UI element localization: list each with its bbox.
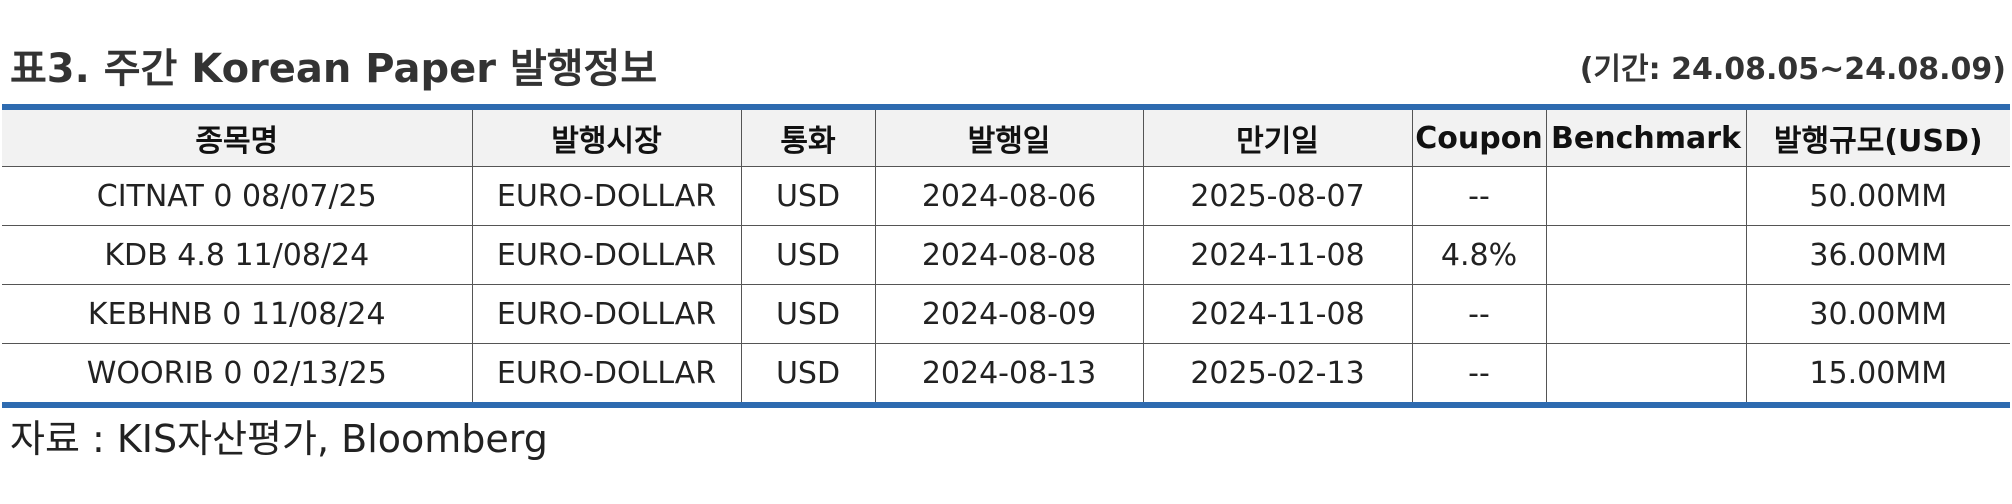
- cell-name: KEBHNB 0 11/08/24: [2, 284, 473, 344]
- cell-currency: USD: [740, 284, 876, 344]
- cell-coupon: 4.8%: [1411, 225, 1547, 285]
- cell-benchmark: [1545, 284, 1747, 344]
- cell-currency: USD: [740, 225, 876, 285]
- cell-issue-size: 36.00MM: [1745, 225, 2010, 285]
- column-header-coupon: Coupon: [1411, 107, 1547, 167]
- table-row: KDB 4.8 11/08/24 EURO-DOLLAR USD 2024-08…: [2, 225, 2010, 285]
- cell-coupon: --: [1411, 284, 1547, 344]
- cell-currency: USD: [740, 343, 876, 405]
- cell-market: EURO-DOLLAR: [471, 225, 742, 285]
- cell-maturity-date: 2025-02-13: [1142, 343, 1413, 405]
- table-row: CITNAT 0 08/07/25 EURO-DOLLAR USD 2024-0…: [2, 166, 2010, 226]
- cell-benchmark: [1545, 343, 1747, 405]
- table-header-row: 종목명 발행시장 통화 발행일 만기일 Coupon Benchmark 발행규…: [2, 107, 2010, 167]
- cell-name: WOORIB 0 02/13/25: [2, 343, 473, 405]
- korean-paper-table: 종목명 발행시장 통화 발행일 만기일 Coupon Benchmark 발행규…: [2, 104, 2010, 408]
- cell-maturity-date: 2024-11-08: [1142, 225, 1413, 285]
- column-header-market: 발행시장: [471, 107, 742, 167]
- column-header-name: 종목명: [2, 107, 473, 167]
- period-label: (기간: 24.08.05~24.08.09): [1579, 52, 2006, 87]
- cell-issue-date: 2024-08-09: [874, 284, 1144, 344]
- cell-issue-date: 2024-08-13: [874, 343, 1144, 405]
- cell-name: KDB 4.8 11/08/24: [2, 225, 473, 285]
- cell-issue-size: 50.00MM: [1745, 166, 2010, 226]
- table-row: KEBHNB 0 11/08/24 EURO-DOLLAR USD 2024-0…: [2, 284, 2010, 344]
- cell-issue-date: 2024-08-08: [874, 225, 1144, 285]
- column-header-currency: 통화: [740, 107, 876, 167]
- table-row: WOORIB 0 02/13/25 EURO-DOLLAR USD 2024-0…: [2, 343, 2010, 405]
- cell-name: CITNAT 0 08/07/25: [2, 166, 473, 226]
- column-header-maturity-date: 만기일: [1142, 107, 1413, 167]
- column-header-benchmark: Benchmark: [1545, 107, 1747, 167]
- cell-market: EURO-DOLLAR: [471, 343, 742, 405]
- cell-maturity-date: 2025-08-07: [1142, 166, 1413, 226]
- table-title: 표3. 주간 Korean Paper 발행정보: [10, 46, 658, 92]
- cell-issue-date: 2024-08-06: [874, 166, 1144, 226]
- column-header-issue-date: 발행일: [874, 107, 1144, 167]
- cell-market: EURO-DOLLAR: [471, 284, 742, 344]
- cell-benchmark: [1545, 166, 1747, 226]
- cell-coupon: --: [1411, 343, 1547, 405]
- cell-issue-size: 15.00MM: [1745, 343, 2010, 405]
- cell-market: EURO-DOLLAR: [471, 166, 742, 226]
- cell-currency: USD: [740, 166, 876, 226]
- column-header-issue-size: 발행규모(USD): [1745, 107, 2010, 167]
- cell-issue-size: 30.00MM: [1745, 284, 2010, 344]
- cell-coupon: --: [1411, 166, 1547, 226]
- source-note: 자료 : KIS자산평가, Bloomberg: [10, 417, 548, 461]
- cell-benchmark: [1545, 225, 1747, 285]
- cell-maturity-date: 2024-11-08: [1142, 284, 1413, 344]
